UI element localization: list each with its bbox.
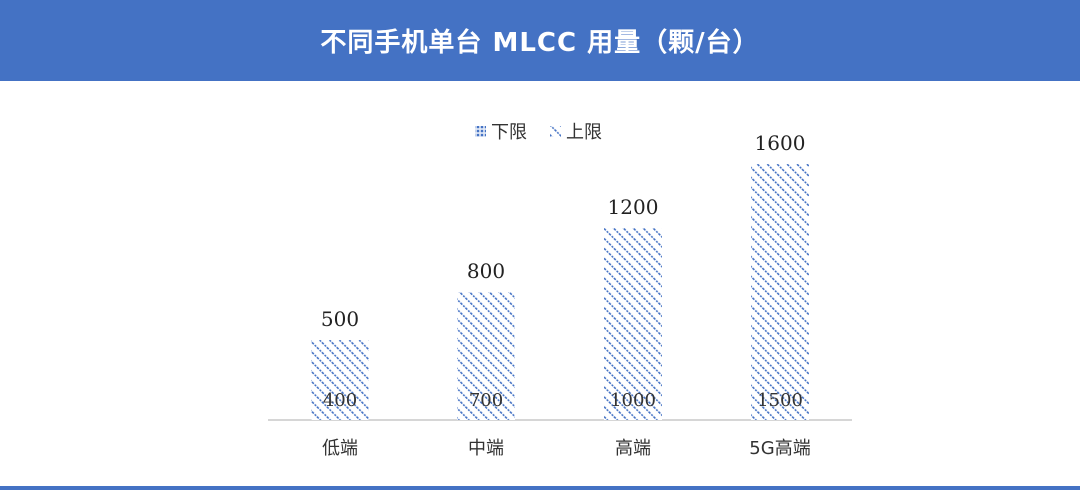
legend-label-upper: 上限 [566,122,602,143]
legend-swatch-upper [550,126,561,137]
value-label-upper-low-end: 500 [321,307,359,331]
value-label-lower-5g-high-end: 1500 [757,390,803,411]
legend: 下限 上限 [475,122,602,143]
category-label-5g-high-end: 5G高端 [749,438,810,459]
value-label-lower-mid-range: 700 [469,390,503,411]
category-label-high-end: 高端 [615,438,651,459]
value-label-upper-mid-range: 800 [467,259,505,283]
page-title: 不同手机单台 MLCC 用量（颗/台） [320,28,760,58]
value-label-upper-5g-high-end: 1600 [755,131,806,155]
bottom-divider [0,486,1080,490]
bar-upper-mid-range [457,292,515,420]
bar-upper-5g-high-end [751,164,809,420]
value-label-lower-high-end: 1000 [610,390,656,411]
bar-upper-low-end [311,340,369,420]
value-label-upper-high-end: 1200 [608,195,659,219]
bar-upper-high-end [604,228,662,420]
bar-group-2: 1200 1000 高端 [604,195,662,459]
legend-label-lower: 下限 [491,122,527,143]
category-label-mid-range: 中端 [468,438,504,459]
bar-chart: 下限 上限 500 400 低端 800 700 中端 1200 1000 高端… [268,122,852,459]
bar-group-0: 500 400 低端 [311,307,369,459]
category-label-low-end: 低端 [322,438,358,459]
value-label-lower-low-end: 400 [323,390,357,411]
legend-swatch-lower [475,126,486,137]
header-banner: 不同手机单台 MLCC 用量（颗/台） [0,0,1080,81]
bar-group-3: 1600 1500 5G高端 [749,131,810,459]
bar-group-1: 800 700 中端 [457,259,515,459]
